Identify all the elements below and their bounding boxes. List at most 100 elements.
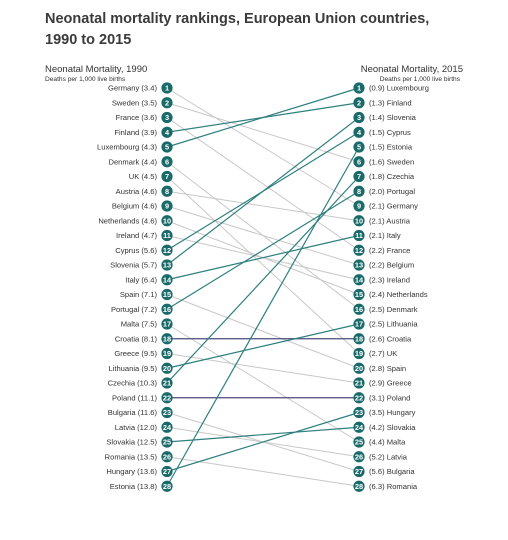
right-rank-number: 5 (357, 143, 361, 152)
slope-line-romania (166, 456, 360, 487)
right-rank-number: 19 (355, 349, 363, 358)
slope-line-slovakia (166, 426, 360, 443)
right-country-label: (2.3) Ireland (369, 275, 410, 284)
left-rank-number: 6 (165, 157, 169, 166)
left-country-label: Lithuania (9.5) (108, 364, 157, 373)
left-rank-number: 23 (163, 408, 171, 417)
left-rank-number: 5 (165, 143, 169, 152)
right-rank-circle (353, 333, 365, 345)
left-country-label: Cyprus (5.6) (115, 246, 157, 255)
left-rank-circle (161, 229, 173, 242)
left-country-label: France (3.6) (116, 113, 158, 122)
left-country-label: Austria (4.6) (116, 187, 158, 196)
right-country-label: (4.4) Malta (369, 438, 406, 447)
slope-line-france (166, 117, 360, 251)
rank-marks: Germany (3.4) 1 Sweden (3.5) 2 France (3.6) 3… (97, 82, 429, 492)
right-rank-number: 11 (355, 231, 363, 240)
right-country-label: (4.2) Slovakia (369, 423, 416, 432)
right-rank-number: 1 (357, 84, 361, 93)
right-rank-circle (353, 406, 365, 419)
right-country-label: (2.4) Netherlands (369, 290, 428, 299)
slope-line-belgium (166, 205, 360, 266)
slope-line-portugal (166, 190, 360, 310)
slope-line-austria (166, 190, 360, 222)
right-rank-number: 27 (355, 467, 363, 476)
right-rank-circle (353, 303, 365, 315)
left-country-label: Ireland (4.7) (116, 231, 157, 240)
slope-line-estonia (166, 146, 360, 487)
right-rank-circle (353, 288, 365, 301)
left-rank-number: 7 (165, 172, 169, 181)
right-axis-sublabel: Deaths per 1,000 live births (380, 76, 461, 83)
left-country-label: Czechia (10.3) (108, 379, 158, 388)
right-country-label: (1.5) Cyprus (369, 128, 411, 137)
left-rank-circle (161, 274, 173, 286)
right-rank-number: 28 (355, 482, 363, 491)
left-rank-number: 21 (163, 379, 171, 388)
right-rank-circle (353, 111, 365, 124)
right-rank-number: 18 (355, 334, 363, 343)
left-rank-number: 1 (165, 84, 169, 93)
right-country-label: (3.1) Poland (369, 393, 410, 402)
right-country-label: (1.4) Slovenia (369, 113, 417, 122)
left-country-label: Hungary (13.6) (106, 467, 157, 476)
right-country-label: (5.2) Latvia (369, 452, 408, 461)
left-rank-number: 4 (165, 128, 170, 137)
slope-line-uk (166, 176, 360, 354)
left-rank-circle (161, 406, 173, 419)
slope-line-luxembourg (166, 87, 360, 148)
left-rank-circle (161, 200, 173, 212)
right-rank-circle (353, 480, 365, 492)
right-axis-label: Neonatal Mortality, 2015 (361, 64, 463, 75)
left-country-label: Finland (3.9) (114, 128, 157, 137)
slope-line-germany (166, 87, 360, 207)
left-rank-circle (161, 436, 173, 448)
slope-line-hungary (166, 411, 360, 473)
right-rank-circle (353, 97, 365, 109)
left-country-label: Slovakia (12.5) (106, 438, 157, 447)
left-rank-number: 22 (163, 393, 171, 402)
right-country-label: (2.1) Germany (369, 202, 418, 211)
left-rank-number: 28 (163, 482, 171, 491)
left-rank-number: 27 (163, 467, 171, 476)
right-rank-circle (353, 451, 365, 463)
right-country-label: (2.2) France (369, 246, 410, 255)
left-rank-number: 19 (163, 349, 171, 358)
right-rank-number: 26 (355, 452, 363, 461)
left-rank-circle (161, 347, 173, 360)
left-rank-number: 9 (165, 202, 169, 211)
right-rank-number: 10 (355, 216, 363, 225)
right-rank-circle (353, 126, 365, 138)
right-rank-number: 12 (355, 246, 363, 255)
right-rank-number: 6 (357, 157, 361, 166)
left-country-label: Malta (7.5) (121, 320, 158, 329)
left-rank-circle (161, 170, 173, 183)
left-country-label: Croatia (8.1) (115, 334, 158, 343)
left-country-label: Greece (9.5) (114, 349, 157, 358)
left-country-label: Spain (7.1) (120, 290, 158, 299)
right-rank-number: 23 (355, 408, 363, 417)
chart-title: Neonatal mortality rankings, European Un… (45, 11, 430, 48)
left-rank-number: 10 (163, 216, 171, 225)
right-country-label: (2.1) Austria (369, 216, 411, 225)
right-rank-number: 7 (357, 172, 361, 181)
right-rank-circle (353, 421, 365, 433)
right-rank-circle (353, 185, 365, 197)
left-rank-number: 20 (163, 364, 171, 373)
right-rank-number: 9 (357, 202, 361, 211)
right-rank-number: 21 (355, 379, 363, 388)
left-rank-number: 24 (163, 423, 172, 432)
right-country-label: (2.7) UK (369, 349, 397, 358)
right-rank-number: 24 (355, 423, 364, 432)
left-rank-circle (161, 333, 173, 345)
left-rank-circle (161, 421, 173, 433)
left-rank-number: 14 (163, 275, 172, 284)
left-rank-number: 13 (163, 261, 171, 270)
right-country-label: (1.3) Finland (369, 98, 412, 107)
right-country-label: (2.0) Portugal (369, 187, 415, 196)
right-rank-circle (353, 318, 365, 330)
right-rank-number: 2 (357, 98, 361, 107)
right-rank-circle (353, 392, 365, 404)
right-country-label: (2.5) Denmark (369, 305, 418, 314)
left-rank-number: 26 (163, 452, 171, 461)
